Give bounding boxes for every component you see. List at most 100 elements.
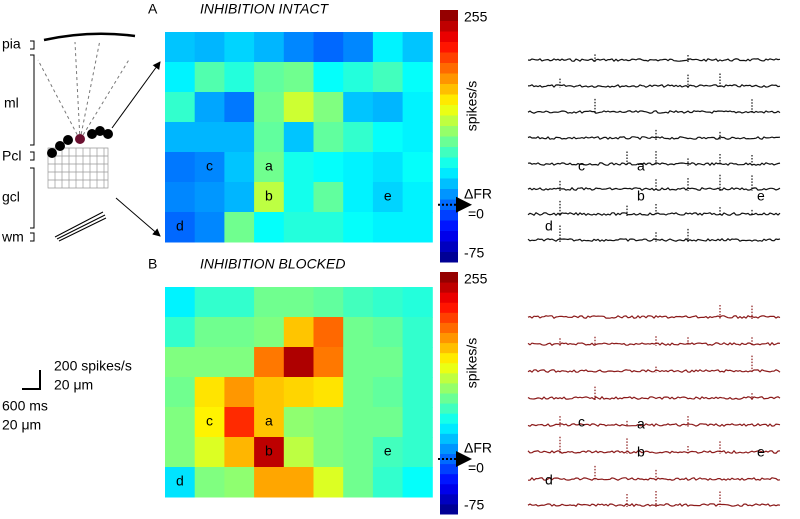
heatmap-cell	[402, 467, 433, 498]
heatmap-cell	[165, 407, 196, 438]
heatmap-cell	[402, 407, 433, 438]
heatmap-cell	[165, 122, 196, 153]
heatmap-cell	[372, 152, 404, 183]
heatmap-cell	[254, 317, 285, 348]
cell-label: c	[206, 158, 213, 174]
heatmap-cell	[402, 62, 433, 93]
heatmap-cell	[283, 317, 314, 348]
colorbar-step	[440, 220, 458, 231]
heatmap-cell	[313, 377, 344, 408]
heatmap-cell	[313, 212, 344, 243]
colorbar-step	[440, 10, 458, 21]
colorbar-step	[440, 453, 458, 465]
colorbar-step	[440, 115, 458, 126]
trace-label: d	[545, 472, 553, 488]
heatmap-cell	[224, 212, 255, 243]
colorbar-step	[440, 73, 458, 84]
heatmap-cell	[402, 212, 433, 243]
heatmap-cell	[372, 407, 404, 438]
heatmap-cell	[372, 62, 404, 93]
trace	[527, 136, 781, 141]
colorbar-step	[440, 178, 458, 189]
heatmap-cell	[402, 152, 433, 183]
heatmap-cell	[283, 377, 314, 408]
heatmap-cell	[283, 152, 314, 183]
cell-label: a	[265, 413, 273, 429]
cell-label: e	[384, 188, 392, 204]
colorbar-step	[440, 94, 458, 105]
heatmap-cell	[165, 62, 196, 93]
trace-label: e	[757, 188, 765, 204]
colorbar-step	[440, 302, 458, 313]
heatmap-cell	[254, 407, 285, 438]
heatmap-cell	[254, 62, 285, 93]
colorbar-step	[440, 272, 458, 283]
colorbar-step	[440, 41, 458, 53]
heatmap-cell	[372, 182, 404, 213]
panel-label: A	[148, 1, 158, 17]
heatmap-cell	[165, 317, 196, 348]
heatmap-cell	[254, 152, 285, 183]
colorbar-step	[440, 52, 458, 63]
heatmap-cell	[402, 287, 433, 318]
colorbar-step	[440, 372, 458, 384]
colorbar-step	[440, 31, 458, 42]
heatmap-cell	[194, 122, 225, 153]
colorbar-tick-label: -75	[464, 497, 484, 513]
heatmap-cell	[165, 92, 196, 123]
heatmap-cell	[194, 287, 225, 318]
colorbar-step	[440, 433, 458, 444]
heatmap-cell	[254, 32, 285, 63]
heatmap-cell	[224, 377, 255, 408]
trace	[527, 110, 781, 114]
heatmap-cell	[402, 92, 433, 123]
colorbar-step	[440, 146, 458, 158]
heatmap-cell	[283, 122, 314, 153]
heatmap-cell	[165, 347, 196, 378]
heatmap-cell	[283, 287, 314, 318]
colorbar-step	[440, 188, 458, 200]
heatmap-cell	[254, 92, 285, 123]
cell-label: d	[176, 473, 184, 489]
heatmap-cell	[194, 152, 225, 183]
heatmap-cell	[254, 212, 285, 243]
cell-label: b	[265, 188, 273, 204]
schematic	[30, 32, 161, 242]
trace	[527, 314, 781, 320]
heatmap-cell	[254, 437, 285, 468]
heatmap-cell	[313, 437, 344, 468]
colorbar-label: spikes/s	[464, 81, 480, 132]
trace-label: b	[637, 444, 645, 460]
heatmap-cell	[165, 287, 196, 318]
layer-label: wm	[1, 229, 24, 245]
heatmap-cell	[194, 377, 225, 408]
heatmap-cell	[224, 92, 255, 123]
colorbar-step	[440, 483, 458, 495]
heatmap-cell	[224, 407, 255, 438]
heatmap-cell	[283, 347, 314, 378]
colorbar-step	[440, 251, 458, 263]
trace	[527, 84, 781, 88]
colorbar-step	[440, 241, 458, 252]
heatmap-cell	[402, 347, 433, 378]
heatmap-cell	[343, 287, 374, 318]
heatmap-cell	[254, 182, 285, 213]
colorbar-step	[440, 503, 458, 515]
heatmap-cell	[283, 32, 314, 63]
trace	[527, 369, 781, 373]
heatmap-cell	[343, 377, 374, 408]
heatmap-cell	[254, 467, 285, 498]
reference-label: =0	[468, 205, 484, 221]
colorbar-step	[440, 322, 458, 333]
reference-label: =0	[468, 460, 484, 476]
heatmap-cell	[194, 212, 225, 243]
heatmap-cell	[313, 347, 344, 378]
heatmap-cell	[254, 347, 285, 378]
heatmap-cell	[194, 317, 225, 348]
scale-label: 20 μm	[54, 377, 93, 393]
heatmap-cell	[402, 32, 433, 63]
layer-label: ml	[4, 95, 19, 111]
trace	[527, 502, 781, 508]
heatmap-cell	[283, 182, 314, 213]
